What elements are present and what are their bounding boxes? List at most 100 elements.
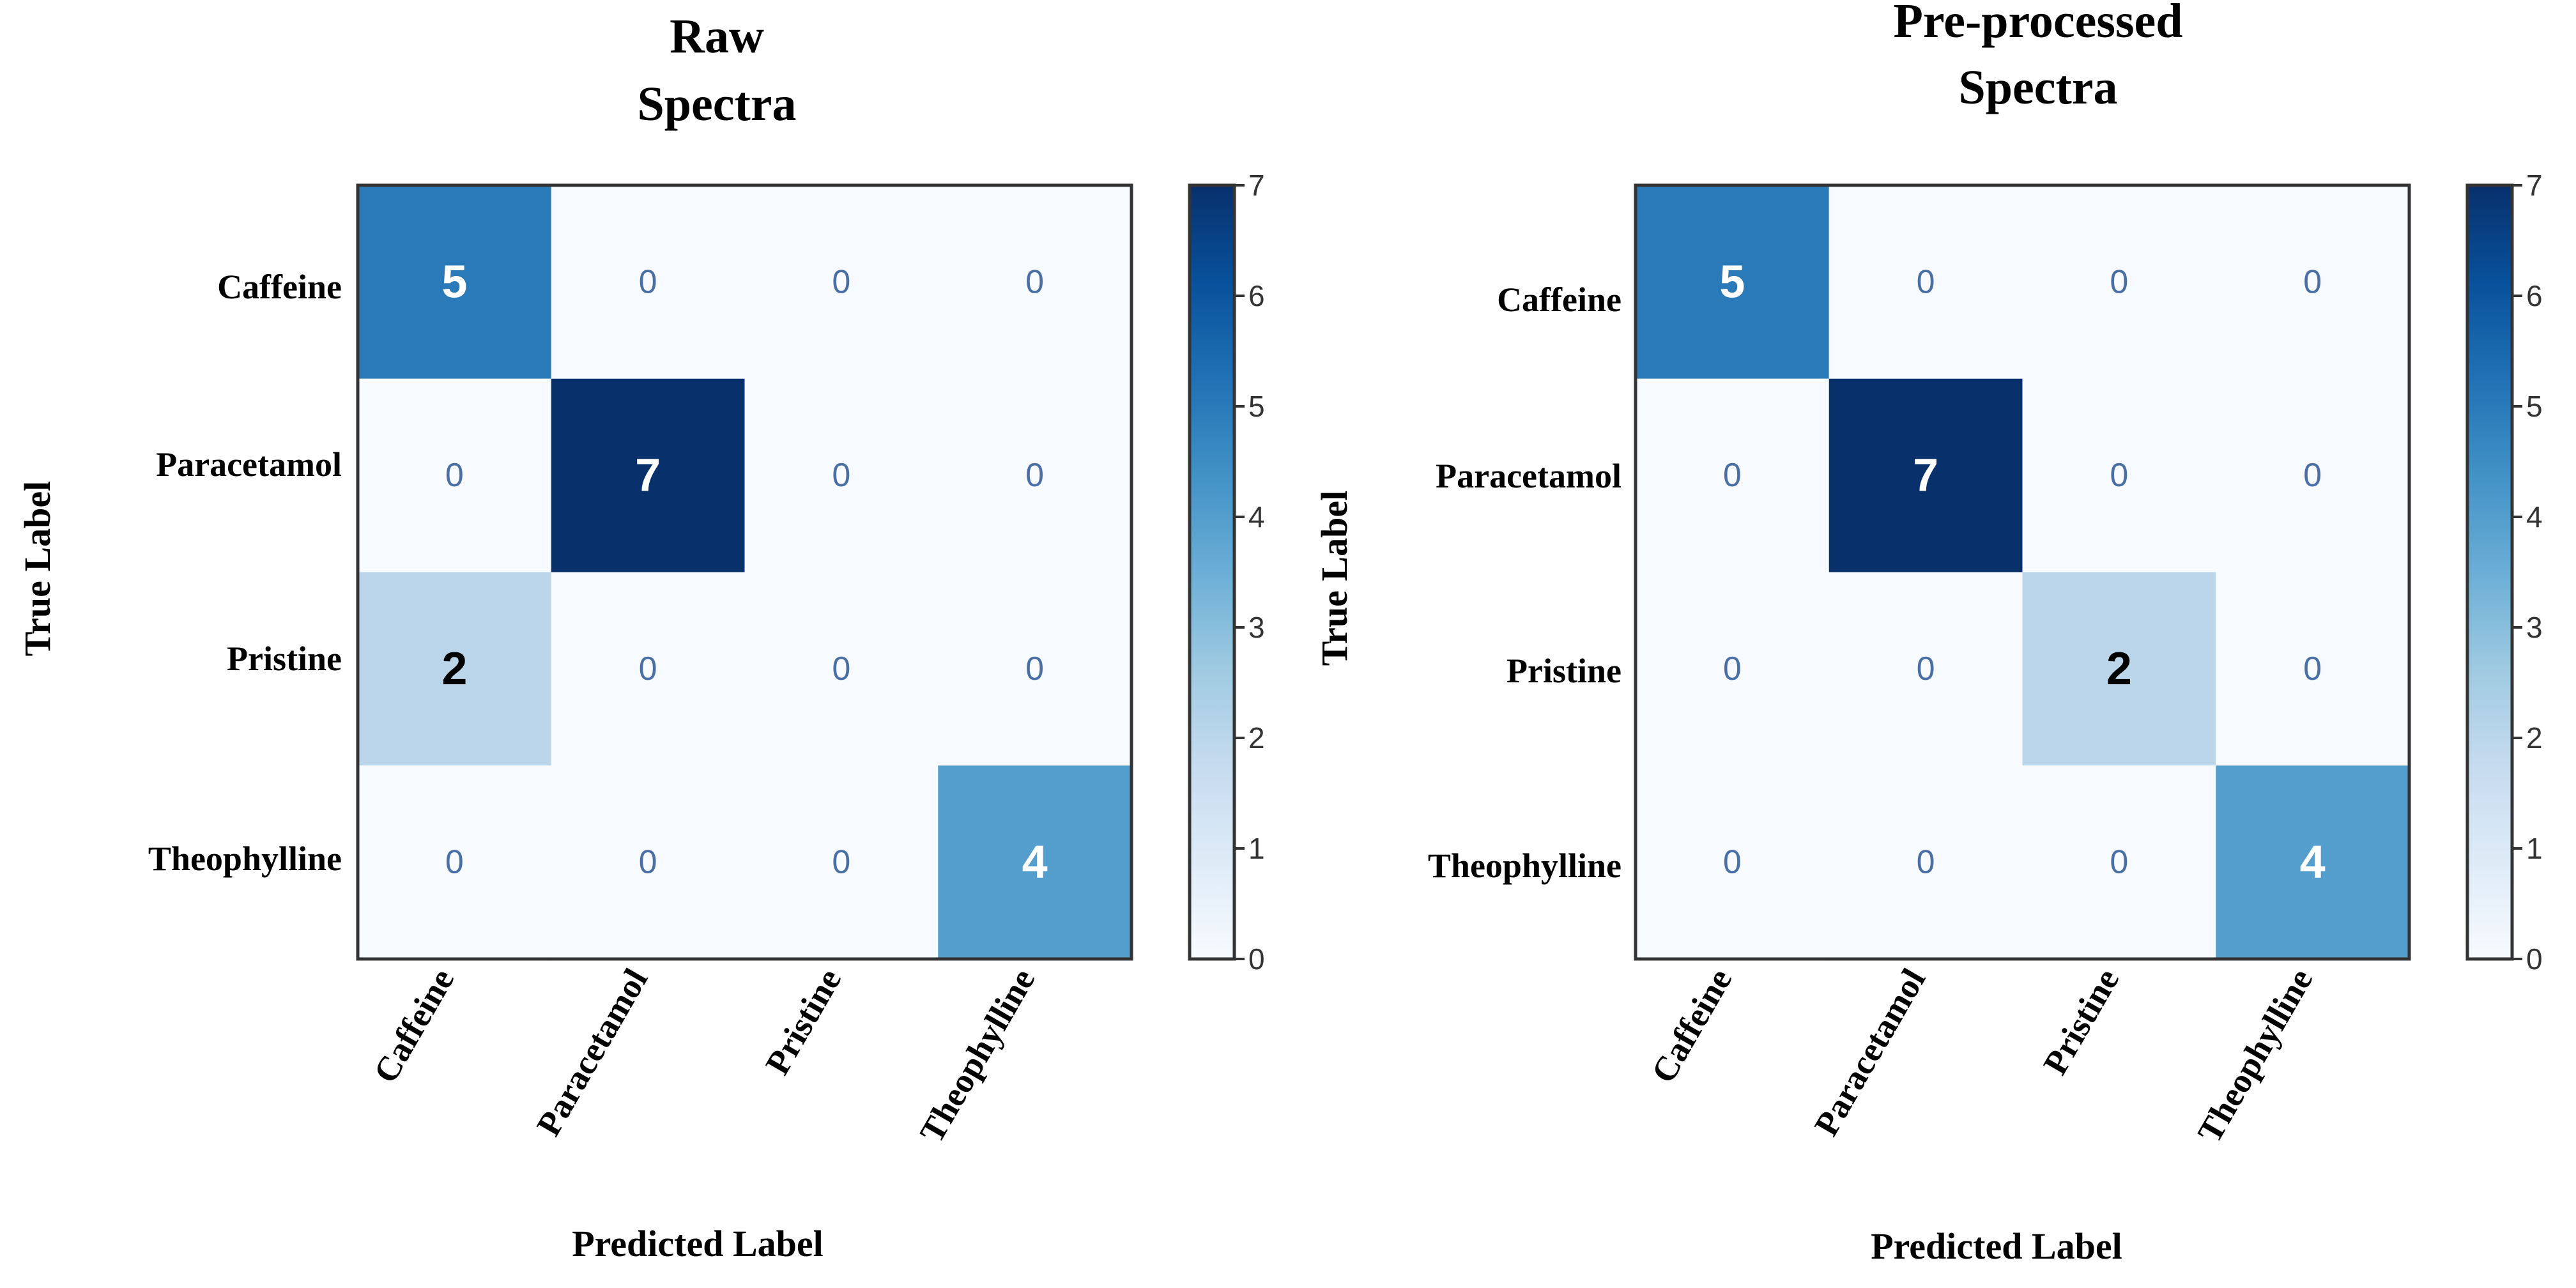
heatmap-cell [2022,185,2216,379]
cell-value-label: 5 [1719,256,1745,307]
colorbar-tick-label: 1 [1248,832,1265,865]
x-tick-label: Paracetamol [1807,962,1933,1142]
heatmap-cell [358,185,551,379]
heatmap-cell [358,572,551,766]
heatmap-cell [744,572,939,766]
y-tick-label: Theophylline [1428,847,1621,885]
cell-value-label: 7 [635,450,661,501]
colorbar-tick-label: 1 [2526,832,2543,865]
cell-value-label: 0 [2110,263,2128,300]
heatmap-cell [2216,572,2409,766]
x-tick-label: Caffeine [1644,962,1739,1089]
colorbar-tick-label: 2 [1248,721,1265,755]
cell-value-label: 0 [1025,650,1044,687]
colorbar-tick-label: 6 [2526,279,2543,312]
colorbar-gradient [1188,183,1236,961]
chart-title-line-1: Raw [670,10,764,63]
cell-value-label: 0 [639,263,657,300]
heatmap-cells [358,185,1131,959]
y-tick-label: Paracetamol [1436,457,1621,495]
heatmap-cell [2022,765,2216,959]
cell-value-label: 2 [2106,643,2132,694]
heatmap-cell [938,572,1131,766]
cell-value-label: 0 [1917,844,1935,881]
heatmap-cell [1828,765,2023,959]
heatmap-cell [744,185,939,379]
x-axis-label: Predicted Label [572,1223,824,1264]
cell-value-label: 0 [2303,263,2322,300]
colorbar-tick-label: 2 [2526,721,2543,755]
heatmap-cell [2216,765,2409,959]
cell-value-label: 0 [1917,263,1935,300]
heatmap-cell [551,378,745,572]
colorbar-tick-label: 3 [1248,611,1265,644]
heatmap-cell [1636,378,1829,572]
cell-value-label: 0 [639,844,657,881]
colorbar-tick-label: 7 [2526,169,2543,202]
cell-value-labels: 5 0 0 0 0 7 0 0 2 0 0 0 0 0 0 4 [441,256,1047,887]
cell-value-label: 0 [1917,650,1935,687]
colorbar: 0 1 2 3 4 5 6 7 [1188,169,1265,976]
heatmap-cell [1636,572,1829,766]
y-axis-label: True Label [1314,491,1355,666]
cell-value-label: 0 [832,650,850,687]
cell-value-label: 4 [1022,837,1048,888]
heatmap-cell [1828,185,2023,379]
y-tick-label: Caffeine [217,268,342,306]
y-tick-label: Caffeine [1497,280,1621,319]
y-tick-label: Paracetamol [156,445,342,484]
colorbar-ticks: 0 1 2 3 4 5 6 7 [2512,169,2543,976]
preprocessed-spectra-panel: Pre-processed Spectra 5 0 0 0 0 7 0 0 0 0 2 0 0 0 0 4 C… [1314,0,2543,1267]
colorbar-tick-label: 3 [2526,611,2543,644]
plot-frame [356,183,1133,961]
x-tick-label: Caffeine [366,962,461,1089]
cell-value-label: 0 [832,844,850,881]
y-tick-labels: Caffeine Paracetamol Pristine Theophylli… [1428,280,1621,885]
cell-value-label: 0 [639,650,657,687]
x-tick-label: Paracetamol [529,962,655,1142]
cell-value-labels: 5 0 0 0 0 7 0 0 0 0 2 0 0 0 0 4 [1719,256,2325,887]
heatmap-cell [1636,765,1829,959]
heatmap-cell [1636,185,1829,379]
heatmap-cell [2216,378,2409,572]
heatmap-cell [551,572,745,766]
x-tick-label: Pristine [2035,962,2126,1081]
x-tick-label: Theophylline [912,962,1043,1149]
x-axis-label: Predicted Label [1871,1225,2122,1267]
heatmap-cell [2022,378,2216,572]
colorbar: 0 1 2 3 4 5 6 7 [2465,169,2543,976]
x-tick-labels: Caffeine Paracetamol Pristine Theophylli… [1644,962,2320,1149]
heatmap-cell [551,765,745,959]
colorbar-tick-label: 0 [1248,942,1265,976]
cell-value-label: 2 [441,643,467,694]
colorbar-gradient [2465,183,2514,961]
colorbar-tick-label: 5 [1248,390,1265,423]
cell-value-label: 0 [2303,457,2322,494]
heatmap-cell [744,765,939,959]
cell-value-label: 4 [2300,837,2326,888]
y-tick-label: Theophylline [148,839,342,878]
x-tick-labels: Caffeine Paracetamol Pristine Theophylli… [366,962,1042,1149]
heatmap-cell [744,378,939,572]
heatmap-cells [1636,185,2409,959]
cell-value-label: 0 [2110,844,2128,881]
y-axis-label: True Label [17,481,58,656]
colorbar-tick-label: 4 [1248,500,1265,533]
chart-title-line-1: Pre-processed [1893,0,2182,48]
colorbar-tick-label: 6 [1248,279,1265,312]
colorbar-tick-label: 5 [2526,390,2543,423]
heatmap-cell [358,765,551,959]
colorbar-tick-label: 7 [1248,169,1265,202]
heatmap-cell [938,185,1131,379]
cell-value-label: 0 [445,844,464,881]
heatmap-cell [551,185,745,379]
plot-frame [1634,183,2411,961]
cell-value-label: 0 [2303,650,2322,687]
cell-value-label: 0 [1723,457,1742,494]
cell-value-label: 7 [1913,450,1938,501]
heatmap-cell [938,765,1131,959]
raw-spectra-panel: Raw Spectra 5 0 0 0 0 7 0 0 2 0 0 0 0 0 0 4 Caffeine Pa… [17,10,1265,1264]
heatmap-cell [358,378,551,572]
y-tick-labels: Caffeine Paracetamol Pristine Theophylli… [148,268,342,878]
chart-title-line-2: Spectra [637,77,796,131]
